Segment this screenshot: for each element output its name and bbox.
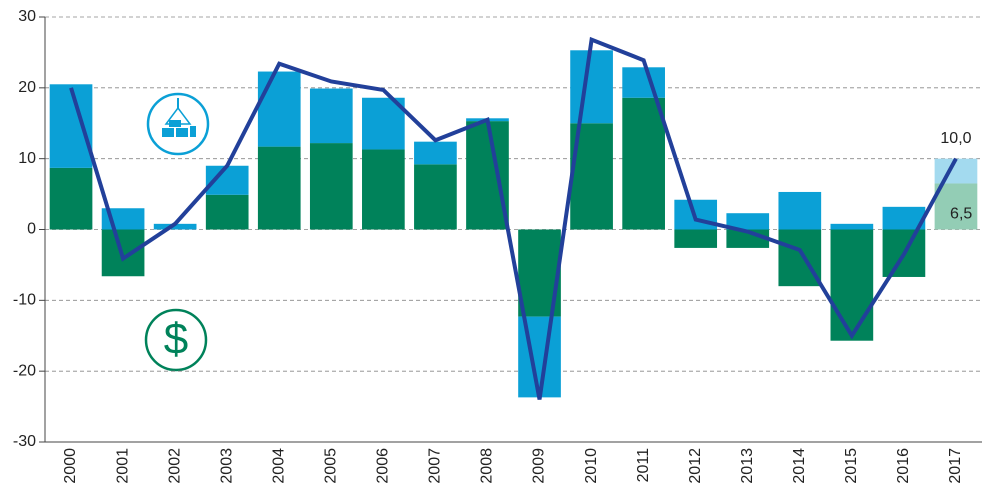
x-tick-label: 2000 [62,448,79,484]
x-tick-label: 2009 [531,448,548,484]
bar [934,183,978,230]
bar [882,206,926,230]
bar [830,223,874,230]
x-tick-label: 2010 [583,448,600,484]
bar [309,88,353,144]
value-label: 6,5 [950,206,972,223]
bar [309,143,353,230]
bar [726,213,770,230]
price-icon: $ [144,308,208,372]
y-tick-label: -30 [13,433,36,450]
bar [362,149,405,230]
y-tick-label: 10 [18,150,36,167]
x-tick-label: 2017 [947,448,964,484]
x-tick-label: 2003 [218,448,235,484]
bar [674,229,718,248]
icon-text: $ [164,315,188,364]
y-tick-label: 30 [18,8,36,25]
x-tick-label: 2004 [270,448,287,484]
x-tick-label: 2011 [635,448,652,483]
bar [570,50,613,124]
bar [49,84,93,168]
x-tick-label: 2016 [895,448,912,484]
bar [622,97,665,230]
value-label: 10,0 [940,130,971,147]
bar [153,223,197,230]
x-tick-label: 2014 [791,448,808,484]
bar [466,121,509,230]
x-tick-label: 2015 [843,448,860,484]
x-tick-label: 2013 [739,448,756,484]
x-tick-label: 2007 [427,448,444,484]
x-tick-label: 2008 [479,448,496,484]
x-tick-label: 2002 [166,448,183,484]
bar [622,67,665,98]
volume-icon [146,92,210,156]
bar [830,229,874,341]
x-tick-label: 2005 [323,448,340,484]
bar [257,71,301,147]
x-tick-label: 2001 [114,448,131,484]
bar [49,167,93,230]
x-tick-label: 2006 [375,448,392,484]
bar [414,141,457,165]
bar [205,194,249,230]
bar [257,146,301,230]
y-tick-label: -10 [13,292,36,309]
y-tick-label: 20 [18,79,36,96]
y-tick-label: 0 [27,221,36,238]
bar [414,164,457,230]
y-tick-label: -20 [13,362,36,379]
bar [778,191,822,230]
x-tick-label: 2012 [687,448,704,484]
line [69,36,958,400]
